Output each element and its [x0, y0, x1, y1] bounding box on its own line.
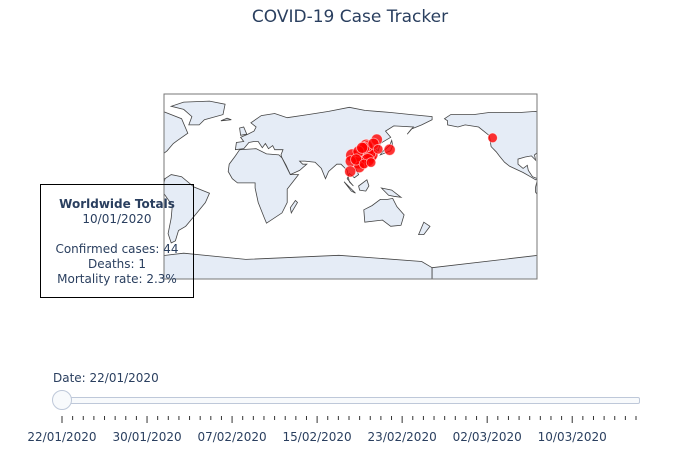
land-australia: [363, 197, 405, 227]
land-japan: [8, 140, 20, 155]
slider-current-value: Date: 22/01/2020: [53, 371, 159, 385]
land-britain: [239, 126, 248, 136]
totals-heading: Worldwide Totals: [59, 197, 175, 211]
land-madagascar: [289, 199, 299, 215]
case-marker[interactable]: [365, 157, 377, 168]
land-africa: [601, 149, 671, 224]
land-north-america: [164, 111, 189, 180]
worldwide-totals-box: Worldwide Totals 10/01/2020 Confirmed ca…: [40, 184, 194, 298]
map-landmasses: [0, 100, 700, 279]
land-antarctica: [164, 252, 433, 279]
case-marker[interactable]: [356, 141, 369, 154]
totals-date: 10/01/2020: [82, 212, 152, 226]
land-borneo: [358, 179, 370, 192]
land-eurasia: [0, 107, 60, 186]
land-sumatra: [343, 181, 356, 194]
land-greenland: [544, 101, 598, 125]
totals-deaths: Deaths: 1: [87, 257, 147, 271]
case-marker[interactable]: [372, 144, 384, 155]
land-britain: [612, 127, 619, 135]
map-frame: [163, 93, 538, 280]
land-australia: [0, 198, 31, 226]
land-south-america: [164, 174, 211, 244]
date-slider-track[interactable]: [63, 397, 640, 404]
land-madagascar: [663, 201, 670, 213]
land-new-guinea: [380, 187, 403, 198]
chart-title: COVID-19 Case Tracker: [251, 7, 449, 27]
case-marker[interactable]: [487, 132, 498, 144]
land-new-zealand: [417, 221, 431, 236]
case-marker[interactable]: [383, 143, 396, 156]
case-marker[interactable]: [344, 165, 357, 178]
land-eurasia: [608, 107, 700, 186]
case-markers: [344, 132, 498, 178]
land-africa: [227, 148, 300, 224]
land-greenland: [169, 100, 226, 126]
land-iceland: [594, 118, 604, 121]
totals-mortality: Mortality rate: 2.3%: [57, 272, 177, 286]
land-new-guinea: [9, 188, 29, 197]
date-slider-handle[interactable]: [52, 390, 72, 410]
land-antarctica: [431, 255, 537, 279]
land-south-america: [535, 179, 537, 195]
land-iceland: [220, 117, 232, 122]
totals-confirmed: Confirmed cases: 44: [55, 242, 179, 256]
